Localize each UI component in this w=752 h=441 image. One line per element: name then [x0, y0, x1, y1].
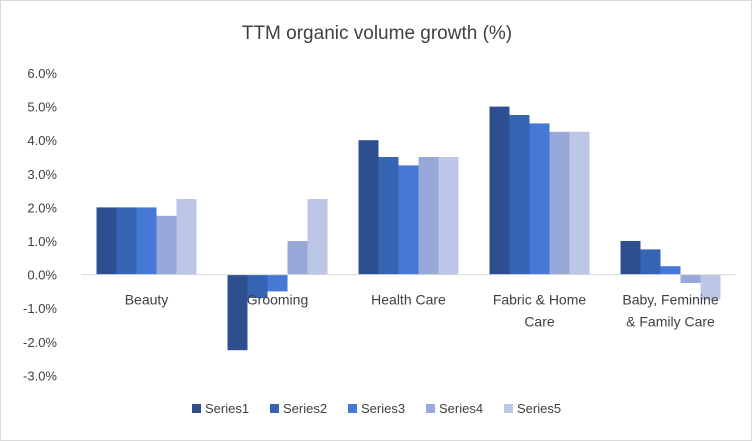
y-axis-ticks: 6.0% 5.0% 4.0% 3.0% 2.0% 1.0% 0.0% -1.0% -2.0% -3… [23, 66, 57, 383]
bar-series4-3 [549, 131, 570, 275]
y-tick-label: 3.0% [27, 167, 57, 182]
bar-series5-4 [700, 274, 721, 300]
bar-series3-0 [136, 207, 157, 275]
y-tick-label: -3.0% [23, 368, 57, 383]
y-tick-label: -1.0% [23, 301, 57, 316]
legend-swatch-series1 [192, 404, 201, 413]
bar-series5-2 [438, 157, 459, 275]
bar-series2-4 [640, 249, 661, 275]
bar-series1-1 [227, 274, 248, 351]
y-tick-label: 4.0% [27, 133, 57, 148]
legend-swatch-series5 [504, 404, 513, 413]
y-tick-label: 1.0% [27, 234, 57, 249]
bar-series2-2 [378, 157, 399, 275]
legend-swatch-series4 [426, 404, 435, 413]
bar-series2-0 [116, 207, 137, 275]
bar-series1-2 [358, 140, 379, 275]
legend-label-series1: Series1 [205, 401, 249, 416]
y-tick-label: -2.0% [23, 335, 57, 350]
bar-series2-3 [509, 115, 530, 275]
bar-series3-2 [398, 165, 419, 275]
legend-swatch-series2 [270, 404, 279, 413]
y-tick-label: 5.0% [27, 100, 57, 115]
bar-series3-4 [660, 266, 681, 275]
y-tick-label: 2.0% [27, 200, 57, 215]
legend-label-series4: Series4 [439, 401, 483, 416]
legend-swatch-series3 [348, 404, 357, 413]
bar-series2-1 [247, 274, 268, 299]
bar-series5-1 [307, 199, 328, 275]
y-tick-label: 6.0% [27, 66, 57, 81]
bar-series-group [96, 106, 721, 351]
legend-label-series3: Series3 [361, 401, 405, 416]
bar-series5-3 [569, 131, 590, 275]
bar-series3-1 [267, 274, 288, 292]
y-tick-label: 0.0% [27, 268, 57, 283]
category-label: Baby, Feminine [622, 292, 718, 308]
legend-label-series2: Series2 [283, 401, 327, 416]
category-label: Grooming [247, 292, 308, 308]
category-label: Beauty [125, 292, 169, 308]
bar-series4-1 [287, 241, 308, 275]
bar-series3-3 [529, 123, 550, 275]
category-label: Health Care [371, 292, 446, 308]
category-labels: Beauty Grooming Health Care Fabric & Home Ca… [125, 292, 719, 330]
legend-label-series5: Series5 [517, 401, 561, 416]
legend: Series1 Series2 Series3 Series4 Series5 [192, 401, 561, 416]
bar-series4-4 [680, 274, 701, 283]
category-label: Fabric & Home [493, 292, 587, 308]
category-label: & Family Care [626, 314, 715, 330]
bar-series1-3 [489, 106, 510, 275]
bar-series5-0 [176, 199, 197, 275]
bar-series1-0 [96, 207, 117, 275]
chart-title: TTM organic volume growth (%) [242, 23, 512, 44]
bar-series4-0 [156, 215, 177, 275]
bar-series4-2 [418, 157, 439, 275]
bar-series1-4 [620, 241, 641, 275]
category-label: Care [524, 314, 555, 330]
